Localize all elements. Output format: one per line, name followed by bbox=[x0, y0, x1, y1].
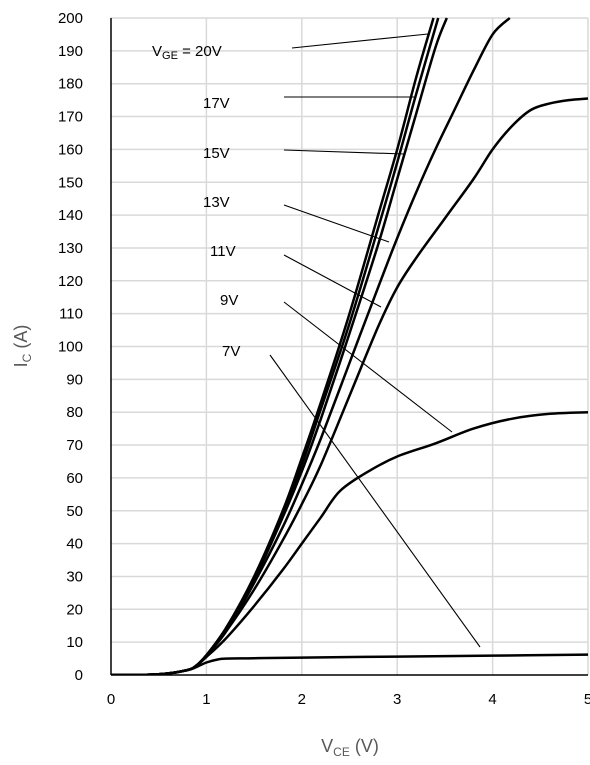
y-tick-label: 20 bbox=[66, 601, 83, 618]
y-tick-label: 150 bbox=[58, 174, 83, 191]
leader-v-ge-20v bbox=[291, 33, 429, 49]
series-labels: VGE = 20V 17V 15V 13V 11V 9V 7V bbox=[152, 43, 240, 360]
leader-11v bbox=[283, 254, 382, 308]
leader-7v bbox=[269, 354, 481, 648]
series-label-11v: 11V bbox=[210, 243, 236, 260]
leader-9v bbox=[283, 301, 453, 433]
y-tick-label: 170 bbox=[58, 109, 83, 126]
y-tick-label: 0 bbox=[75, 667, 83, 684]
leader-lines bbox=[269, 33, 481, 648]
y-tick-label: 70 bbox=[66, 437, 83, 454]
y-tick-label: 50 bbox=[66, 503, 83, 520]
leader-13v bbox=[283, 204, 390, 243]
series-label-15v: 15V bbox=[203, 145, 230, 162]
x-tick-label: 0 bbox=[107, 691, 115, 708]
series-label-7v: 7V bbox=[222, 343, 240, 360]
series-label-17v: 17V bbox=[203, 95, 230, 112]
y-tick-label: 160 bbox=[58, 141, 83, 158]
curve-11v bbox=[111, 97, 589, 675]
y-tick-label: 180 bbox=[58, 76, 83, 93]
x-axis-title: VCE (V) bbox=[321, 736, 379, 759]
tick-labels: 0 1 2 3 4 50102030405060708090100110120130140… bbox=[58, 10, 590, 708]
y-tick-label: 110 bbox=[59, 306, 83, 323]
y-tick-label: 130 bbox=[58, 240, 83, 257]
x-tick-label: 1 bbox=[202, 691, 210, 708]
y-tick-label: 100 bbox=[58, 339, 83, 356]
leader-15v bbox=[283, 149, 405, 155]
x-tick-label: 2 bbox=[298, 691, 306, 708]
y-axis-title: IC (A) bbox=[11, 325, 34, 368]
y-tick-label: 60 bbox=[66, 470, 83, 487]
x-tick-label: 3 bbox=[393, 691, 401, 708]
grid bbox=[111, 17, 589, 675]
series-label-13v: 13V bbox=[203, 194, 230, 211]
series-label-v-ge-20v: VGE = 20V bbox=[152, 43, 222, 62]
curve-7v bbox=[111, 653, 589, 675]
y-tick-label: 90 bbox=[66, 371, 83, 388]
y-tick-label: 10 bbox=[66, 634, 83, 651]
y-tick-label: 30 bbox=[66, 568, 83, 585]
y-tick-label: 140 bbox=[58, 207, 83, 224]
y-tick-label: 80 bbox=[66, 404, 83, 421]
curve-9v bbox=[111, 410, 589, 675]
y-tick-label: 120 bbox=[58, 273, 83, 290]
y-tick-label: 40 bbox=[66, 536, 83, 553]
axes bbox=[110, 18, 588, 676]
y-tick-label: 190 bbox=[58, 43, 83, 60]
x-tick-label: 5 bbox=[584, 691, 590, 708]
series-label-9v: 9V bbox=[220, 292, 238, 309]
x-tick-label: 4 bbox=[488, 691, 496, 708]
y-tick-label: 200 bbox=[58, 10, 83, 27]
